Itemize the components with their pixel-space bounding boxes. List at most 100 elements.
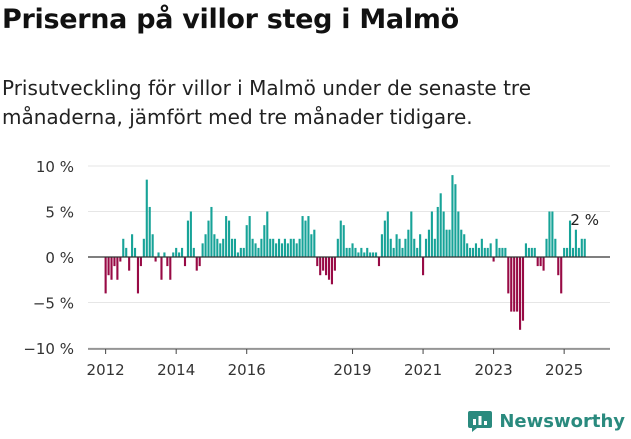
bar [372, 252, 375, 257]
bar [563, 247, 566, 257]
bar [172, 252, 175, 257]
bar [128, 257, 131, 271]
bar [566, 247, 569, 257]
bar [163, 252, 166, 257]
bar [439, 193, 442, 257]
bar [410, 211, 413, 257]
bar [571, 247, 575, 257]
bar [360, 247, 363, 257]
bar [380, 234, 383, 257]
bar [398, 238, 401, 257]
bar [277, 238, 281, 257]
bar [413, 238, 416, 257]
bar [583, 238, 586, 257]
bar [266, 211, 269, 257]
bar [427, 229, 431, 257]
bar [524, 243, 527, 257]
bar [392, 247, 395, 257]
y-tick-label: 5 % [45, 204, 74, 222]
y-tick-label: 10 % [36, 158, 74, 176]
bar [474, 243, 478, 257]
bar [574, 229, 577, 257]
bar [180, 247, 184, 257]
bar [463, 234, 466, 257]
bar [577, 247, 580, 257]
bar [533, 247, 536, 257]
bar [430, 211, 433, 257]
bar [151, 234, 154, 257]
bar [154, 257, 157, 262]
bar [210, 206, 213, 257]
y-tick-label: −5 % [33, 295, 74, 313]
bar [516, 257, 519, 312]
bar [486, 247, 489, 257]
bar [139, 257, 142, 267]
bar [213, 234, 216, 257]
bar [322, 257, 325, 271]
bar [201, 243, 204, 257]
bar [495, 238, 498, 257]
bar [339, 220, 342, 257]
bar [539, 257, 542, 267]
bar [327, 257, 331, 280]
bar-chart: 10 % 5 % 0 % −5 % −10 % 2012 2014 2016 2019 2021 2… [23, 158, 610, 379]
bar [148, 206, 151, 257]
bar [233, 238, 237, 257]
bar [351, 243, 354, 257]
bar [192, 247, 195, 257]
x-tick-label: 2021 [404, 361, 442, 379]
bar [333, 257, 336, 271]
bar [286, 243, 289, 257]
x-tick-label: 2012 [87, 361, 125, 379]
bar [407, 229, 410, 257]
bar [433, 238, 436, 257]
bar [304, 220, 307, 257]
bar [125, 247, 128, 257]
bar [357, 252, 360, 257]
bar [189, 211, 192, 257]
bar [542, 257, 545, 271]
bar [169, 257, 172, 280]
bar [483, 247, 486, 257]
bar [301, 216, 304, 257]
bar [122, 238, 125, 257]
bar [225, 216, 228, 257]
bar [530, 247, 533, 257]
bar [110, 257, 113, 280]
bar [366, 247, 369, 257]
bar [275, 243, 278, 257]
bar [507, 257, 510, 294]
bar [419, 234, 422, 257]
bar [107, 257, 110, 276]
bar [119, 257, 122, 262]
bar [160, 257, 163, 280]
bar [454, 184, 457, 257]
bar [480, 238, 483, 257]
bar [298, 238, 301, 257]
bar [336, 238, 339, 257]
bar [257, 247, 260, 257]
bar [545, 238, 548, 257]
bar [295, 243, 298, 257]
bar [504, 247, 507, 257]
bar [283, 238, 286, 257]
bar [342, 225, 345, 257]
newsworthy-chart-icon [468, 411, 493, 432]
bar [469, 247, 472, 257]
chart-subtitle: Prisutveckling för villor i Malmö under … [2, 76, 532, 129]
bar [207, 220, 210, 257]
bar [580, 238, 583, 257]
bar [116, 257, 119, 280]
bar [451, 175, 454, 257]
bar [477, 247, 480, 257]
y-tick-label: −10 % [23, 340, 74, 358]
bar [457, 211, 460, 257]
bar [354, 247, 357, 257]
bar [236, 252, 239, 257]
bar [313, 229, 316, 257]
bar [422, 257, 425, 276]
bar [319, 257, 322, 276]
bar [330, 257, 334, 285]
x-tick-label: 2016 [228, 361, 266, 379]
bar [551, 211, 554, 257]
